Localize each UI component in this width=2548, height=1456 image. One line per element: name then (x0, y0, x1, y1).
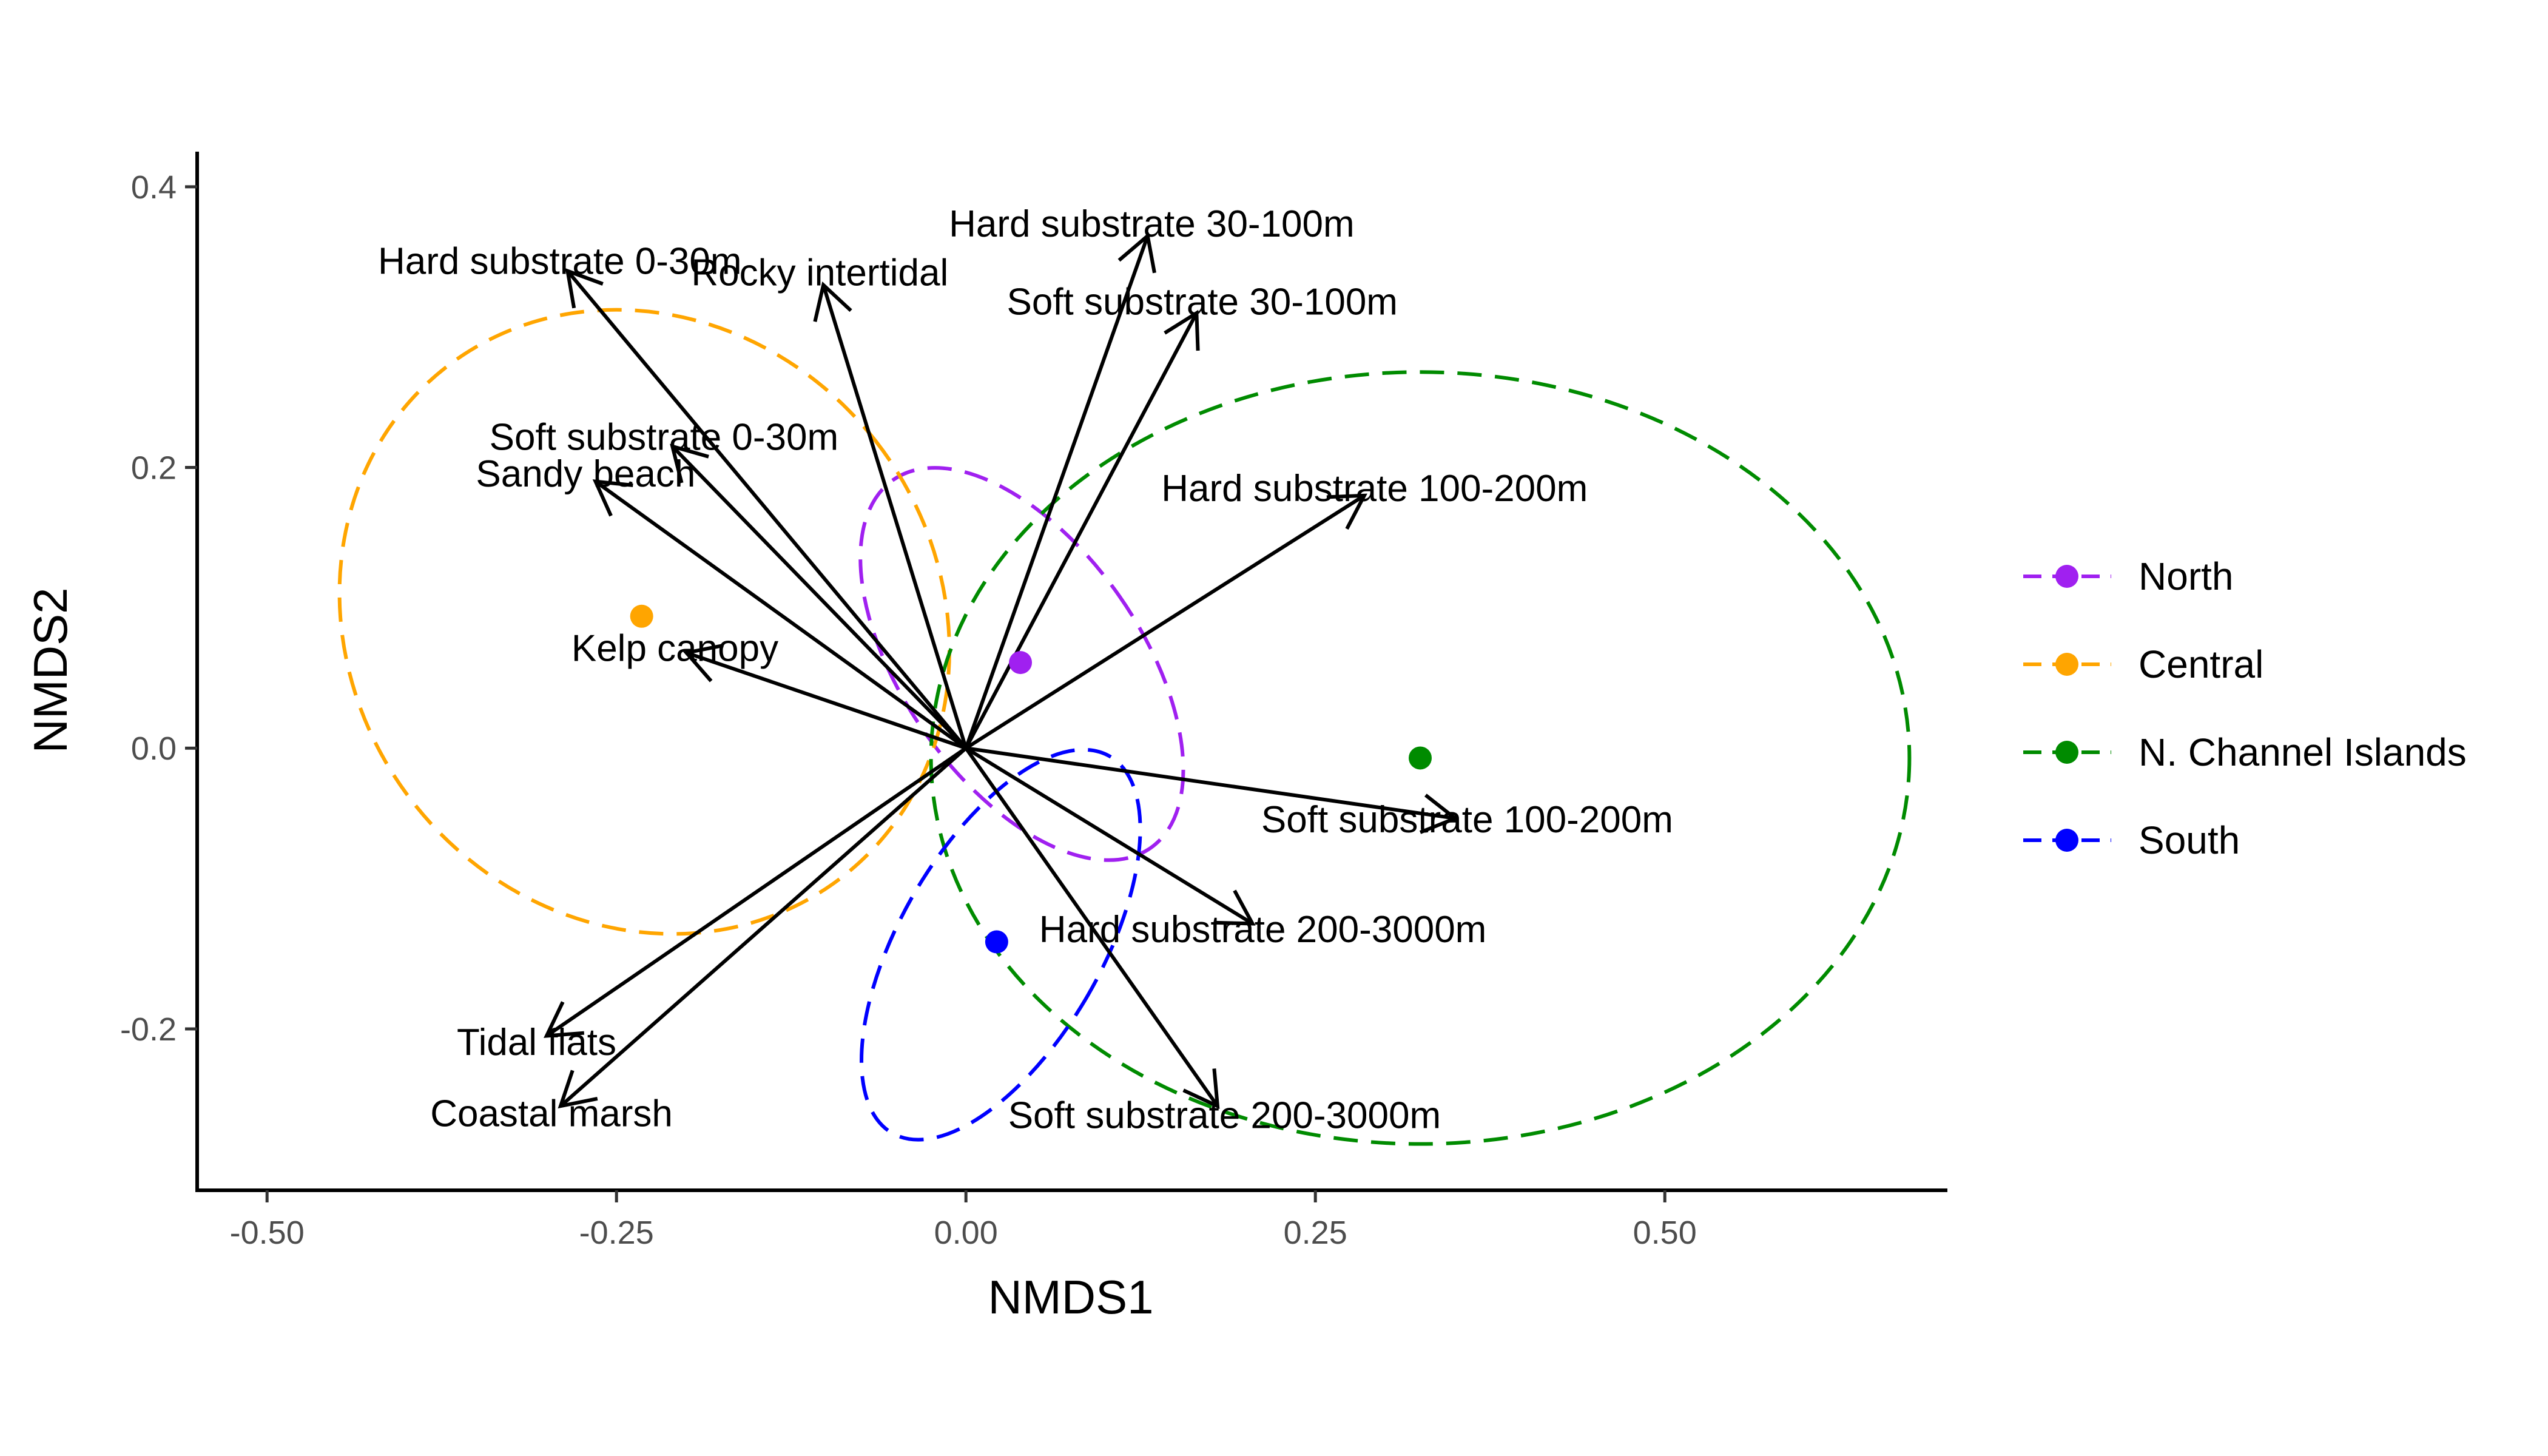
centroid-central (630, 604, 653, 628)
vector-label: Hard substrate 200-3000m (1039, 909, 1487, 951)
legend-item: Central (2023, 642, 2263, 686)
legend-item: N. Channel Islands (2023, 730, 2467, 774)
legend-label: N. Channel Islands (2138, 730, 2467, 774)
vector-arrow (964, 232, 1156, 749)
vector-arrow (964, 747, 1220, 1110)
legend-key-point (2055, 653, 2078, 676)
ellipse-central (337, 308, 951, 936)
vector-arrow (592, 479, 967, 750)
y-tick-label: 0.2 (131, 450, 177, 487)
vector-label: Tidal flats (457, 1022, 616, 1063)
vector-label: Soft substrate 30-100m (1006, 281, 1397, 323)
vector-arrow (565, 268, 968, 750)
y-axis-title: NMDS2 (24, 587, 77, 753)
legend: North Central N. Channel Islands South (2023, 554, 2467, 862)
vector-arrow (682, 643, 967, 750)
vector-arrows (544, 232, 1459, 1110)
vector-label: Hard substrate 100-200m (1161, 468, 1588, 510)
vector-arrow (670, 443, 968, 750)
centroid-n-channel-islands (1409, 746, 1432, 770)
ellipse-n-channel-islands (929, 370, 1912, 1146)
vector-arrow (964, 309, 1200, 749)
x-tick-label: 0.50 (1633, 1215, 1697, 1251)
centroid-north (1009, 651, 1033, 675)
ellipse-north (858, 466, 1185, 862)
legend-item: North (2023, 554, 2234, 598)
x-tick-label: -0.25 (579, 1215, 654, 1251)
vector-label: Sandy beach (476, 453, 695, 495)
vector-arrow (965, 746, 1256, 926)
vector-label: Kelp canopy (571, 627, 778, 669)
group-ellipses (337, 308, 1912, 1146)
legend-key-point (2055, 829, 2078, 852)
vector-arrow (965, 493, 1367, 750)
vector-label: Hard substrate 0-30m (378, 240, 742, 282)
y-tick-label: 0.0 (131, 730, 177, 767)
vector-label: Soft substrate 100-200m (1261, 799, 1673, 841)
vector-label: Soft substrate 0-30m (490, 417, 839, 459)
vector-arrow (558, 746, 968, 1109)
axes: -0.50 -0.25 0.00 0.25 0.50 -0.2 0.0 0.2 0.4 NMD… (24, 152, 1947, 1324)
vector-label: Coastal marsh (430, 1093, 673, 1134)
x-tick-label: -0.50 (230, 1215, 305, 1251)
vector-arrow (813, 281, 968, 749)
legend-item: South (2023, 818, 2240, 862)
group-centroids (630, 604, 1432, 954)
vector-arrow (544, 746, 967, 1038)
legend-label: Central (2138, 642, 2263, 686)
x-tick-label: 0.00 (934, 1215, 998, 1251)
x-ticks: -0.50 -0.25 0.00 0.25 0.50 (230, 1190, 1697, 1251)
y-ticks: -0.2 0.0 0.2 0.4 (120, 169, 197, 1048)
y-tick-label: 0.4 (131, 169, 177, 206)
legend-label: North (2138, 554, 2234, 598)
legend-key-point (2055, 565, 2078, 588)
x-axis-title: NMDS1 (988, 1270, 1153, 1324)
y-tick-label: -0.2 (120, 1011, 177, 1048)
vector-label: Rocky intertidal (691, 252, 948, 294)
vector-label: Soft substrate 200-3000m (1008, 1095, 1441, 1137)
x-tick-label: 0.25 (1284, 1215, 1347, 1251)
ellipse-south (860, 747, 1142, 1142)
legend-label: South (2138, 818, 2240, 862)
legend-key-point (2055, 741, 2078, 764)
vector-label: Hard substrate 30-100m (949, 203, 1355, 245)
centroid-south (985, 930, 1008, 954)
vector-arrow (965, 746, 1459, 834)
